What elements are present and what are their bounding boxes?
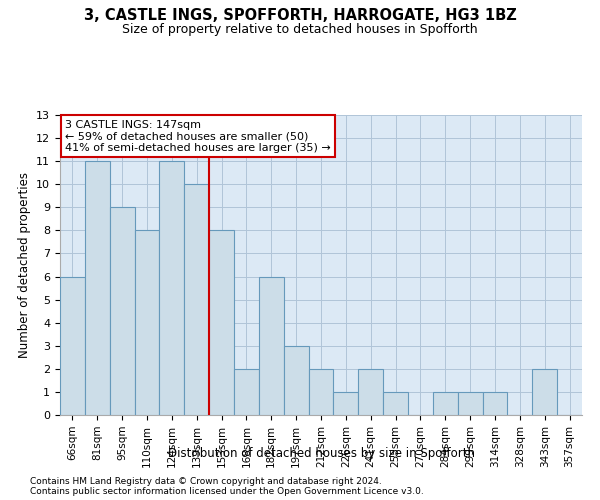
Bar	[383, 392, 408, 415]
Bar	[308, 369, 334, 415]
Bar	[134, 230, 160, 415]
Bar	[458, 392, 482, 415]
Bar	[334, 392, 358, 415]
Y-axis label: Number of detached properties: Number of detached properties	[17, 172, 31, 358]
Bar	[85, 161, 110, 415]
Bar	[358, 369, 383, 415]
Bar	[433, 392, 458, 415]
Bar	[259, 276, 284, 415]
Text: 3 CASTLE INGS: 147sqm
← 59% of detached houses are smaller (50)
41% of semi-deta: 3 CASTLE INGS: 147sqm ← 59% of detached …	[65, 120, 331, 152]
Bar	[532, 369, 557, 415]
Text: 3, CASTLE INGS, SPOFFORTH, HARROGATE, HG3 1BZ: 3, CASTLE INGS, SPOFFORTH, HARROGATE, HG…	[83, 8, 517, 22]
Bar	[160, 161, 184, 415]
Bar	[284, 346, 308, 415]
Bar	[110, 208, 134, 415]
Text: Size of property relative to detached houses in Spofforth: Size of property relative to detached ho…	[122, 22, 478, 36]
Text: Contains HM Land Registry data © Crown copyright and database right 2024.: Contains HM Land Registry data © Crown c…	[30, 478, 382, 486]
Bar	[234, 369, 259, 415]
Bar	[209, 230, 234, 415]
Text: Contains public sector information licensed under the Open Government Licence v3: Contains public sector information licen…	[30, 488, 424, 496]
Bar	[184, 184, 209, 415]
Text: Distribution of detached houses by size in Spofforth: Distribution of detached houses by size …	[167, 448, 475, 460]
Bar	[60, 276, 85, 415]
Bar	[482, 392, 508, 415]
